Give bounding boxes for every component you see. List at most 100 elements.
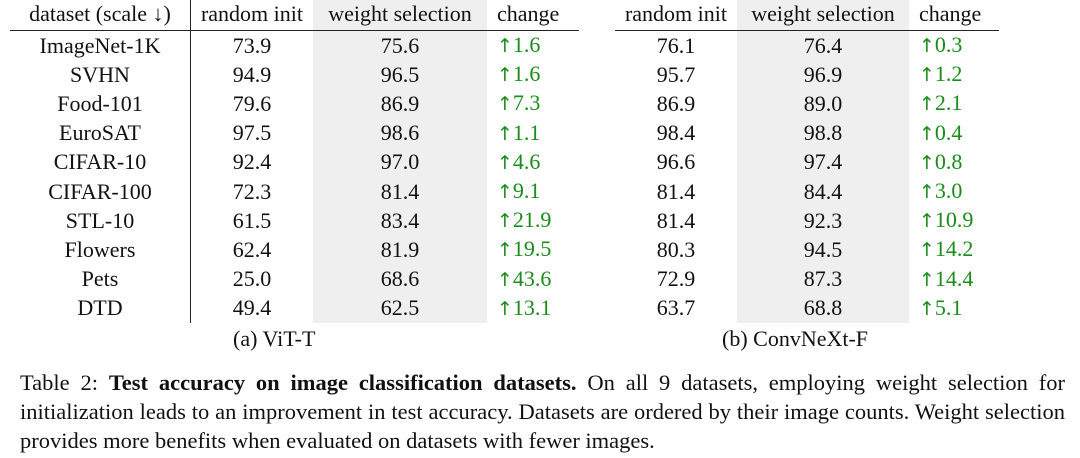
change-value: 43.6	[512, 265, 552, 291]
dataset-cell: Flowers	[10, 235, 191, 265]
table-row: 72.9 87.3 ↑14.4	[615, 264, 999, 294]
table-a-body: ImageNet-1K 73.9 75.6 ↑1.6 SVHN 94.9 96.5 ↑1.6 F…	[10, 30, 579, 324]
random-init-cell: 25.0	[232, 266, 272, 292]
table-row: 86.9 89.0 ↑2.1	[615, 89, 999, 119]
change-value: 1.6	[512, 61, 541, 87]
up-arrow-icon: ↑	[497, 122, 513, 145]
table-b-body: 76.1 76.4 ↑0.3 95.7 96.9 ↑1.2 86.9 89.0 ↑2.1 98.4…	[615, 30, 999, 324]
random-init-cell: 49.4	[232, 295, 272, 321]
random-init-cell: 94.9	[232, 61, 272, 87]
col-header-weight-selection: weight selection	[737, 0, 909, 31]
weight-selection-cell: 81.9	[313, 235, 487, 265]
change-cell: ↑1.2	[909, 60, 999, 89]
weight-selection-cell: 86.9	[313, 89, 487, 119]
random-init-cell: 62.4	[232, 236, 272, 262]
table-b-header-row: random init weight selection change	[615, 0, 999, 31]
weight-selection-cell: 96.9	[737, 60, 909, 90]
dataset-cell: ImageNet-1K	[10, 30, 191, 61]
random-init-cell: 72.9	[656, 266, 696, 292]
table-row: SVHN 94.9 96.5 ↑1.6	[10, 60, 579, 90]
change-cell: ↑10.9	[909, 206, 999, 235]
table-row: 76.1 76.4 ↑0.3	[615, 30, 999, 61]
change-cell: ↑3.0	[909, 177, 999, 206]
up-arrow-icon: ↑	[497, 151, 513, 174]
caption-label: Table 2:	[20, 370, 98, 395]
weight-selection-cell: 62.5	[313, 293, 487, 324]
weight-selection-cell: 76.4	[737, 30, 909, 61]
up-arrow-icon: ↑	[919, 210, 935, 233]
up-arrow-icon: ↑	[497, 181, 513, 204]
weight-selection-cell: 94.5	[737, 235, 909, 265]
random-init-cell: 97.5	[232, 120, 272, 146]
up-arrow-icon: ↑	[919, 297, 935, 320]
change-cell: ↑0.3	[909, 31, 999, 61]
random-init-cell: 81.4	[656, 207, 696, 233]
up-arrow-icon: ↑	[497, 210, 513, 233]
change-cell: ↑5.1	[909, 294, 999, 323]
up-arrow-icon: ↑	[919, 151, 935, 174]
change-cell: ↑0.8	[909, 148, 999, 177]
weight-selection-cell: 87.3	[737, 264, 909, 294]
table-caption: Table 2: Test accuracy on image classifi…	[20, 368, 1065, 455]
weight-selection-cell: 89.0	[737, 89, 909, 119]
change-cell: ↑2.1	[909, 89, 999, 118]
table-a-header-row: dataset (scale ↓) random init weight sel…	[10, 0, 579, 31]
weight-selection-cell: 81.4	[313, 177, 487, 207]
random-init-cell: 79.6	[232, 90, 272, 116]
change-value: 1.2	[934, 61, 963, 87]
table-row: CIFAR-10 92.4 97.0 ↑4.6	[10, 147, 579, 178]
change-value: 19.5	[512, 236, 552, 262]
table-convnext-f: random init weight selection change 76.1…	[615, 0, 999, 324]
dataset-cell: EuroSAT	[10, 118, 191, 148]
change-cell: ↑1.6	[487, 60, 579, 89]
change-value: 3.0	[934, 178, 963, 204]
random-init-cell: 98.4	[656, 120, 696, 146]
random-init-cell: 61.5	[232, 207, 272, 233]
dataset-cell: Pets	[10, 264, 191, 294]
caption-text: On all 9 datasets, employing weight sele…	[20, 370, 1066, 453]
up-arrow-icon: ↑	[919, 35, 935, 57]
dataset-cell: CIFAR-10	[10, 147, 191, 178]
table-row: Pets 25.0 68.6 ↑43.6	[10, 264, 579, 294]
table-row: DTD 49.4 62.5 ↑13.1	[10, 293, 579, 324]
change-value: 1.6	[512, 32, 541, 57]
weight-selection-cell: 97.0	[313, 147, 487, 178]
change-cell: ↑0.4	[909, 119, 999, 148]
up-arrow-icon: ↑	[919, 268, 935, 291]
change-cell: ↑21.9	[487, 206, 579, 235]
weight-selection-cell: 84.4	[737, 177, 909, 207]
up-arrow-icon: ↑	[497, 268, 513, 291]
change-value: 0.8	[934, 148, 963, 174]
change-value: 1.1	[512, 119, 541, 145]
weight-selection-cell: 98.8	[737, 118, 909, 148]
table-row: STL-10 61.5 83.4 ↑21.9	[10, 206, 579, 236]
up-arrow-icon: ↑	[919, 122, 935, 145]
dataset-cell: SVHN	[10, 60, 191, 90]
dataset-cell: STL-10	[10, 206, 191, 236]
change-cell: ↑14.2	[909, 235, 999, 264]
change-value: 0.4	[934, 119, 963, 145]
weight-selection-cell: 68.6	[313, 264, 487, 294]
random-init-cell: 72.3	[232, 178, 272, 204]
col-header-random-init: random init	[615, 0, 737, 31]
col-header-change: change	[909, 0, 999, 31]
random-init-cell: 92.4	[232, 149, 272, 175]
col-header-change: change	[487, 0, 579, 31]
change-cell: ↑19.5	[487, 235, 579, 264]
dataset-cell: DTD	[10, 293, 191, 324]
table-row: Food-101 79.6 86.9 ↑7.3	[10, 89, 579, 119]
subcaption-a: (a) ViT-T	[233, 326, 316, 351]
change-value: 4.6	[512, 148, 541, 174]
change-value: 14.4	[934, 265, 974, 291]
up-arrow-icon: ↑	[919, 181, 935, 204]
table-row: 96.6 97.4 ↑0.8	[615, 147, 999, 178]
change-value: 13.1	[512, 294, 552, 320]
up-arrow-icon: ↑	[919, 64, 935, 87]
change-value: 21.9	[512, 207, 552, 233]
up-arrow-icon: ↑	[497, 35, 513, 57]
change-value: 10.9	[934, 207, 974, 233]
change-cell: ↑9.1	[487, 177, 579, 206]
random-init-cell: 81.4	[656, 178, 696, 204]
up-arrow-icon: ↑	[919, 239, 935, 262]
change-value: 14.2	[934, 236, 974, 262]
